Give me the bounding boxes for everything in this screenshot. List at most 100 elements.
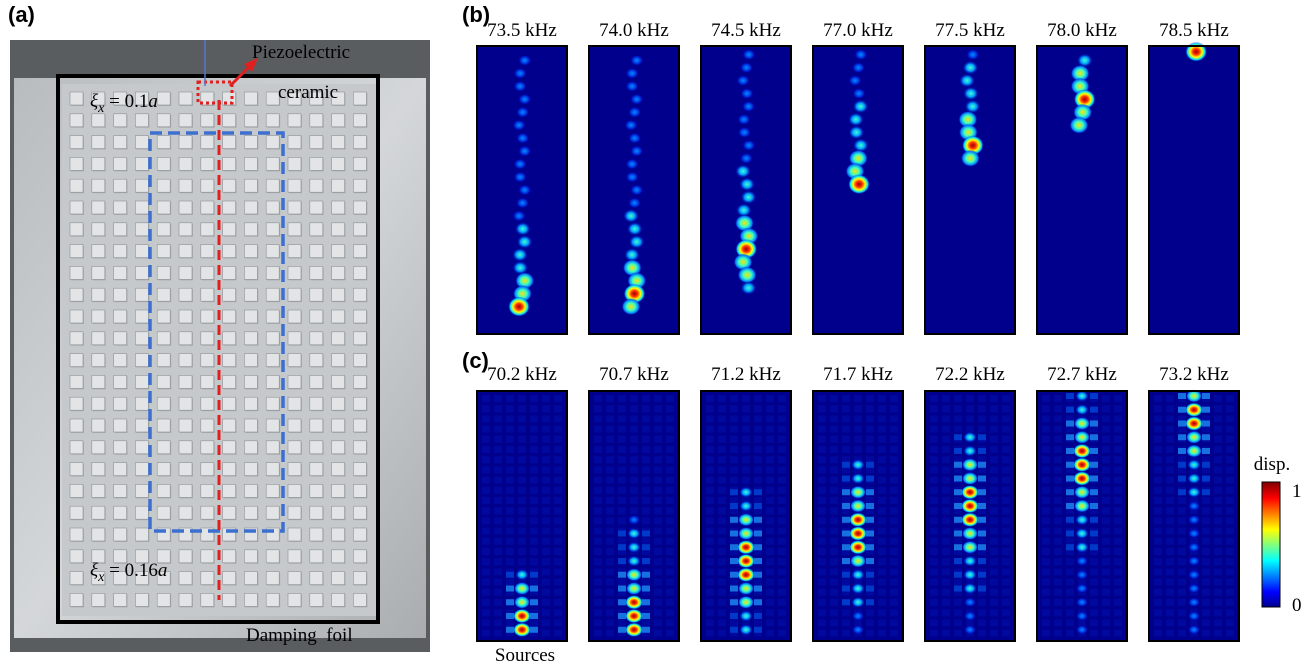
cell-outline: [1042, 497, 1050, 504]
mode-spot: [850, 554, 866, 568]
cell-outline: [654, 588, 662, 596]
cell-outline: [1002, 456, 1010, 464]
cell-outline: [818, 568, 826, 576]
unit-cell: [91, 135, 106, 149]
cell-outline: [990, 548, 998, 555]
unit-cell: [353, 91, 367, 106]
unit-cell: [331, 309, 345, 324]
unit-cell: [353, 113, 367, 128]
cell-outline: [930, 609, 938, 617]
cell-outline: [818, 435, 826, 443]
cell-outline: [594, 486, 602, 494]
cell-outline: [930, 476, 938, 484]
cell-outline: [482, 629, 490, 637]
mode-spot: [508, 296, 531, 317]
cell-outline: [630, 405, 638, 413]
cell-outline: [1114, 588, 1122, 596]
heatmap-frame: [588, 390, 680, 642]
cell-outline: [506, 527, 514, 535]
cell-outline: [642, 395, 650, 402]
cell-outline: [818, 517, 826, 525]
cell-outline: [718, 578, 726, 586]
cell-outline: [1154, 476, 1162, 484]
cell-outline: [942, 405, 950, 413]
unit-cell: [156, 200, 171, 215]
cell-outline: [818, 425, 826, 433]
side-cell: [1178, 489, 1186, 496]
cell-outline: [730, 537, 738, 545]
cell-outline: [518, 486, 526, 494]
cell-outline: [1002, 497, 1010, 504]
cell-outline: [494, 629, 502, 637]
cell-outline: [542, 558, 550, 566]
unit-cell: [91, 287, 106, 302]
cell-outline: [482, 558, 490, 566]
side-cell: [954, 516, 962, 523]
cell-outline: [1214, 425, 1222, 433]
cell-outline: [1178, 588, 1186, 596]
cell-outline: [1042, 578, 1050, 586]
cell-outline: [530, 558, 538, 566]
mode-spot: [851, 569, 865, 581]
unit-cell: [200, 440, 215, 455]
cell-outline: [830, 588, 838, 596]
cell-outline: [518, 507, 526, 515]
cell-outline: [890, 609, 898, 617]
unit-cell: [287, 396, 302, 411]
cell-outline: [878, 517, 886, 525]
cell-outline: [594, 476, 602, 484]
cell-outline: [1054, 599, 1062, 606]
side-cell: [978, 434, 986, 441]
cell-outline: [754, 425, 762, 433]
cell-outline: [1102, 527, 1110, 535]
cell-outline: [1042, 527, 1050, 535]
side-cell: [954, 558, 962, 564]
cell-outline: [1226, 405, 1234, 413]
side-cell: [1066, 461, 1074, 468]
cell-outline: [878, 425, 886, 433]
cell-outline: [654, 578, 662, 586]
unit-cell: [287, 91, 302, 106]
cell-outline: [1226, 466, 1234, 474]
cell-outline: [542, 507, 550, 515]
cell-outline: [1102, 578, 1110, 586]
cell-outline: [1054, 517, 1062, 525]
heatmap-frame: [476, 390, 568, 642]
unit-cell: [178, 396, 193, 411]
side-cell: [866, 489, 874, 496]
cell-outline: [518, 476, 526, 484]
cell-outline: [1202, 548, 1210, 555]
cell-outline: [1202, 578, 1210, 586]
cell-outline: [494, 456, 502, 464]
cell-outline: [766, 486, 774, 494]
cell-outline: [830, 405, 838, 413]
unit-cell: [222, 353, 236, 367]
cell-outline: [518, 405, 526, 413]
cell-outline: [1166, 446, 1174, 453]
unit-cell: [69, 505, 84, 520]
cell-outline: [518, 466, 526, 474]
cell-outline: [754, 466, 762, 474]
cell-outline: [778, 629, 786, 637]
cell-outline: [1090, 558, 1098, 566]
unit-cell: [178, 331, 193, 346]
cell-outline: [890, 507, 898, 515]
cell-outline: [1226, 568, 1234, 576]
mode-spot: [513, 80, 527, 92]
unit-cell: [91, 440, 106, 455]
cell-outline: [1054, 619, 1062, 627]
mode-spot: [627, 527, 641, 540]
cell-outline: [878, 548, 886, 555]
unit-cell: [91, 331, 106, 346]
cell-outline: [606, 599, 614, 606]
cell-outline: [766, 619, 774, 627]
cell-outline: [654, 466, 662, 474]
cell-outline: [654, 619, 662, 627]
cell-outline: [706, 415, 714, 423]
cell-outline: [642, 609, 650, 617]
cell-outline: [506, 415, 514, 423]
cell-outline: [778, 395, 786, 402]
mode-spot: [1074, 499, 1090, 513]
cell-outline: [942, 619, 950, 627]
